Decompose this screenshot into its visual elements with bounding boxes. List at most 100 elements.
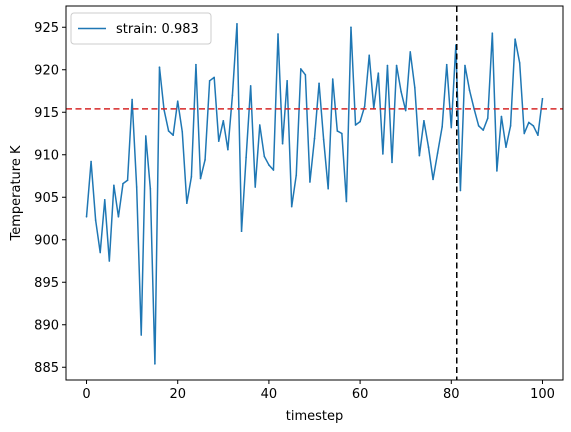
data-point xyxy=(477,125,480,127)
data-point xyxy=(103,199,106,201)
data-point xyxy=(354,124,357,126)
x-tick-label: 0 xyxy=(82,387,90,402)
data-point xyxy=(281,142,284,145)
x-tick-label: 60 xyxy=(352,387,369,402)
data-point xyxy=(204,159,206,161)
plot-area xyxy=(66,6,563,380)
data-point xyxy=(140,334,143,336)
data-point xyxy=(318,82,320,85)
data-point xyxy=(258,124,261,126)
y-tick-label: 925 xyxy=(34,21,59,36)
y-tick-label: 905 xyxy=(34,191,59,206)
data-point xyxy=(126,179,129,182)
data-point xyxy=(350,26,352,29)
data-point xyxy=(505,146,507,148)
data-point xyxy=(167,130,170,132)
data-point xyxy=(482,129,485,131)
x-axis-title: timestep xyxy=(286,409,344,424)
data-point xyxy=(377,72,380,74)
data-point xyxy=(473,108,475,110)
y-tick-label: 915 xyxy=(34,106,59,121)
y-tick-label: 890 xyxy=(34,318,59,333)
data-point xyxy=(304,74,307,76)
data-point xyxy=(496,170,498,172)
y-tick-label: 920 xyxy=(34,63,59,78)
data-point xyxy=(277,33,279,35)
data-point xyxy=(249,85,252,87)
data-point xyxy=(382,153,384,155)
data-point xyxy=(336,130,339,132)
data-point xyxy=(231,94,234,97)
data-point xyxy=(341,132,343,135)
data-point xyxy=(144,135,147,137)
data-point xyxy=(500,115,503,118)
y-axis-title: Temperature K xyxy=(9,145,24,241)
x-tick-label: 100 xyxy=(530,387,555,402)
data-point xyxy=(240,230,243,233)
data-point xyxy=(432,178,434,181)
data-point xyxy=(268,164,270,166)
data-point xyxy=(322,138,325,141)
data-point xyxy=(423,119,425,122)
data-point xyxy=(359,120,361,123)
data-point xyxy=(528,121,530,124)
data-point xyxy=(122,182,124,185)
x-tick-label: 80 xyxy=(443,387,460,402)
data-point xyxy=(313,137,316,140)
data-point xyxy=(208,80,211,82)
data-point xyxy=(309,181,311,183)
data-point xyxy=(113,184,115,187)
data-point xyxy=(514,38,516,40)
data-point xyxy=(149,187,152,190)
data-point xyxy=(300,68,302,70)
y-tick-label: 885 xyxy=(34,361,59,376)
data-point xyxy=(99,251,101,254)
data-point xyxy=(154,363,156,365)
legend: strain: 0.983 xyxy=(70,12,212,45)
data-point xyxy=(450,126,453,129)
data-point xyxy=(195,63,197,66)
data-point xyxy=(391,161,393,164)
data-point xyxy=(404,109,407,112)
data-point xyxy=(217,140,220,142)
data-point xyxy=(263,155,266,158)
y-tick-label: 910 xyxy=(34,148,59,163)
data-point xyxy=(227,148,229,151)
data-point xyxy=(327,187,329,190)
data-point xyxy=(131,98,133,101)
data-point xyxy=(518,62,521,64)
data-point xyxy=(85,216,88,218)
data-point xyxy=(464,64,466,67)
data-point xyxy=(541,97,544,100)
data-point xyxy=(345,200,348,203)
legend-box xyxy=(70,12,212,45)
data-point xyxy=(418,154,421,157)
data-point xyxy=(537,134,539,136)
data-point xyxy=(509,125,512,127)
data-point xyxy=(386,64,389,67)
data-point xyxy=(363,105,366,108)
data-point xyxy=(331,78,334,80)
x-tick-label: 40 xyxy=(261,387,278,402)
data-point xyxy=(523,132,526,135)
plot-frame xyxy=(65,5,564,381)
data-point xyxy=(468,89,471,91)
data-point xyxy=(176,100,179,102)
data-point xyxy=(199,177,202,180)
data-point xyxy=(459,189,462,192)
data-point xyxy=(135,186,138,188)
data-point xyxy=(445,63,448,66)
y-axis: 885 890 895 900 905 910 915 920 925 xyxy=(34,21,66,376)
legend-label: strain: 0.983 xyxy=(116,22,199,37)
data-point xyxy=(436,152,439,154)
x-axis: 0 20 40 60 80 100 xyxy=(82,380,555,402)
y-tick-label: 900 xyxy=(34,233,59,248)
y-tick-label: 895 xyxy=(34,276,59,291)
data-point xyxy=(414,86,416,89)
data-point xyxy=(368,54,371,57)
data-point xyxy=(272,169,275,171)
data-point xyxy=(254,186,257,188)
data-point xyxy=(395,64,398,67)
